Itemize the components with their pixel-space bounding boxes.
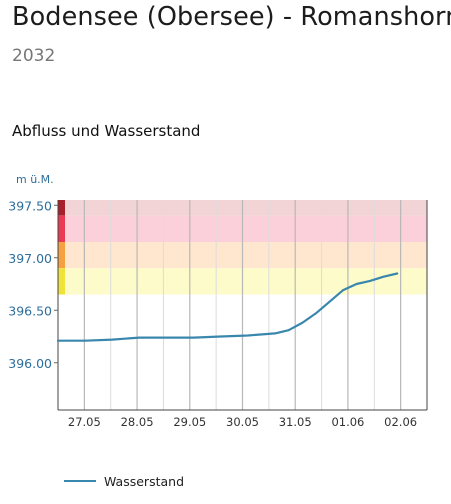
- series-point: [84, 339, 87, 342]
- series-point: [192, 336, 195, 339]
- danger-marker-level-4: [58, 200, 65, 216]
- y-tick-label: 397.00: [8, 251, 52, 266]
- station-title: Bodensee (Obersee) - Romanshorn: [12, 2, 451, 32]
- y-tick-label: 396.00: [8, 356, 52, 371]
- chart-legend[interactable]: Wasserstand: [64, 472, 184, 490]
- series-point: [396, 272, 399, 275]
- series-point: [382, 275, 385, 278]
- x-tick-label: 28.05: [121, 415, 154, 429]
- series-point: [314, 312, 317, 315]
- series-point: [355, 283, 358, 285]
- series-point: [247, 334, 249, 337]
- water-level-chart: 397.50 397.00 396.50 396.00 m ü.M. 27.05 28.05…: [8, 173, 428, 429]
- series-point: [138, 336, 141, 339]
- danger-marker-level-3: [58, 215, 65, 242]
- y-axis-label: m ü.M.: [16, 173, 54, 186]
- section-title: Abfluss und Wasserstand: [12, 122, 201, 140]
- series-point: [111, 338, 114, 341]
- x-tick-label: 29.05: [173, 415, 206, 429]
- series-point: [301, 321, 304, 324]
- danger-marker-level-2: [58, 242, 65, 269]
- series-line-wasserstand: [56, 272, 399, 342]
- x-tick-label: 02.06: [384, 415, 417, 429]
- x-tick-label: 30.05: [226, 415, 259, 429]
- series-point: [219, 335, 222, 338]
- series-point: [287, 329, 290, 332]
- series-point: [165, 336, 168, 339]
- series-point: [369, 279, 371, 282]
- y-tick-label: 396.50: [8, 303, 52, 318]
- x-tick-label: 01.06: [331, 415, 364, 429]
- series-point: [274, 332, 276, 335]
- y-tick-label: 397.50: [8, 198, 52, 213]
- series-point: [57, 339, 59, 342]
- series-point: [328, 300, 331, 303]
- station-id: 2032: [12, 46, 56, 66]
- danger-marker-level-1: [58, 268, 65, 295]
- legend-label-wasserstand: Wasserstand: [104, 473, 185, 489]
- legend-line-icon: [64, 480, 96, 482]
- x-tick-label: 31.05: [279, 415, 312, 429]
- x-tick-label: 27.05: [68, 415, 101, 429]
- series-point: [341, 289, 344, 292]
